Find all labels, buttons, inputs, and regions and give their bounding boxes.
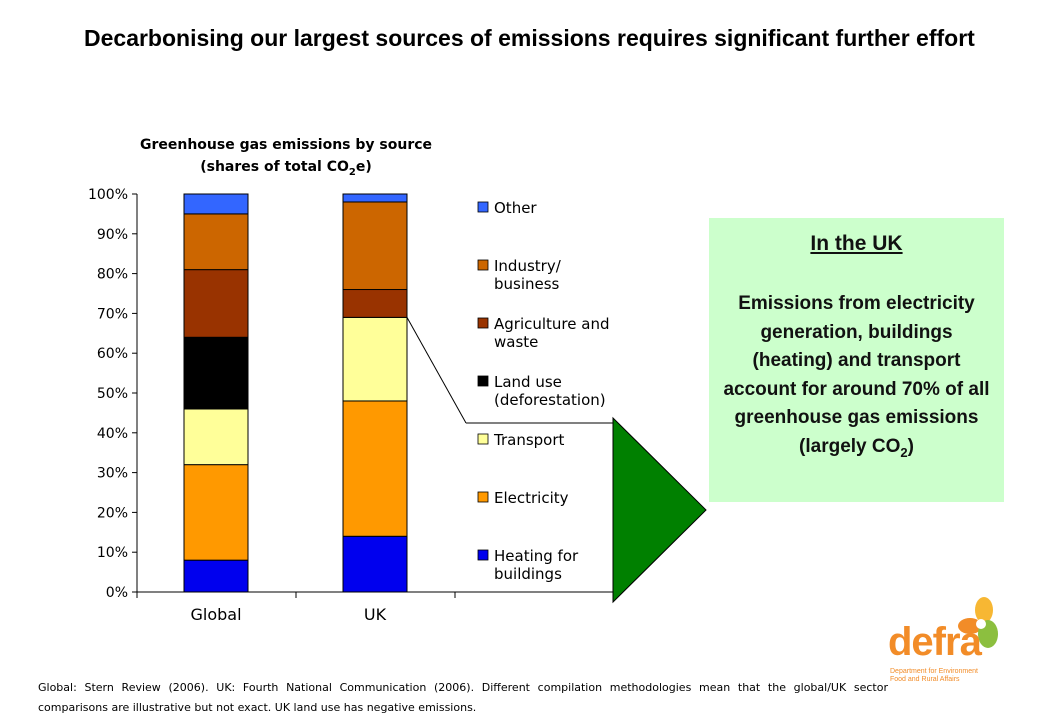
legend-swatch bbox=[477, 201, 489, 213]
y-tick-label: 20% bbox=[97, 505, 128, 521]
callout-connector-line bbox=[406, 317, 467, 424]
green-arrow-icon bbox=[612, 416, 707, 604]
legend-swatch bbox=[477, 317, 489, 329]
legend-swatch bbox=[477, 375, 489, 387]
legend-label: Electricity bbox=[494, 489, 569, 507]
y-tick-label: 70% bbox=[97, 306, 128, 322]
legend-label: waste bbox=[494, 333, 538, 351]
source-footnote: Global: Stern Review (2006). UK: Fourth … bbox=[38, 681, 888, 714]
legend-swatch bbox=[477, 259, 489, 271]
y-tick-label: 30% bbox=[97, 466, 128, 482]
y-tick-label: 40% bbox=[97, 426, 128, 442]
y-tick-label: 80% bbox=[97, 267, 128, 283]
bar-segment bbox=[183, 269, 249, 338]
legend-swatch bbox=[477, 549, 489, 561]
bar-segment bbox=[183, 559, 249, 593]
legend-label: Agriculture and bbox=[494, 315, 609, 333]
legend-label: Other bbox=[494, 199, 537, 217]
y-tick-label: 0% bbox=[106, 585, 128, 601]
legend-label: (deforestation) bbox=[494, 391, 606, 409]
uk-callout-box: In the UK Emissions from electricity gen… bbox=[709, 218, 1004, 502]
logo-wordmark: defra bbox=[888, 620, 982, 664]
bar-segment bbox=[183, 408, 249, 466]
chart-title: Greenhouse gas emissions by source (shar… bbox=[100, 134, 472, 184]
bar-segment bbox=[342, 201, 408, 291]
y-tick-label: 60% bbox=[97, 346, 128, 362]
bar-segment bbox=[342, 535, 408, 593]
legend-label: Transport bbox=[493, 431, 565, 449]
callout-body: Emissions from electricity generation, b… bbox=[723, 293, 990, 460]
bar-segment bbox=[342, 289, 408, 318]
y-tick-label: 50% bbox=[97, 386, 128, 402]
logo-subtitle: Department for Environment Food and Rura… bbox=[890, 668, 978, 683]
x-category-label: UK bbox=[364, 605, 387, 624]
defra-logo: defra Department for Environment Food an… bbox=[884, 596, 1024, 692]
bar-segment bbox=[183, 213, 249, 271]
bar-segment bbox=[183, 336, 249, 410]
legend-label: Industry/ bbox=[494, 257, 562, 275]
y-tick-label: 100% bbox=[88, 187, 128, 203]
bar-segment bbox=[183, 193, 249, 215]
chart-title-line1: Greenhouse gas emissions by source bbox=[139, 137, 433, 153]
slide-title: Decarbonising our largest sources of emi… bbox=[84, 25, 975, 51]
bar-segment bbox=[342, 193, 408, 203]
x-category-label: Global bbox=[190, 605, 241, 624]
legend-label: Heating for bbox=[494, 547, 579, 565]
legend-label: Land use bbox=[494, 373, 562, 391]
bar-segment bbox=[183, 464, 249, 561]
y-tick-label: 10% bbox=[97, 545, 128, 561]
y-tick-label: 90% bbox=[97, 227, 128, 243]
bar-segment bbox=[342, 316, 408, 402]
callout-heading: In the UK bbox=[810, 232, 903, 255]
bar-segment bbox=[342, 400, 408, 537]
legend-label: buildings bbox=[494, 565, 562, 583]
trefoil-leaf-icon bbox=[958, 597, 998, 648]
chart-title-line2: (shares of total CO2e) bbox=[200, 159, 372, 178]
legend-swatch bbox=[477, 491, 489, 503]
legend-swatch bbox=[477, 433, 489, 445]
legend-label: business bbox=[494, 275, 560, 293]
